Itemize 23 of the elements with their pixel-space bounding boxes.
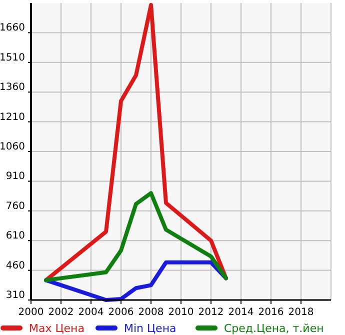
y-tick-label: 760	[6, 200, 25, 212]
x-tick-label: 2000	[18, 307, 44, 318]
x-tick-label: 2006	[108, 307, 134, 318]
x-tick-label: 2016	[258, 307, 284, 318]
y-tick-label: 310	[6, 290, 25, 301]
x-tick-label: 2012	[198, 307, 224, 318]
y-tick-label: 610	[6, 230, 25, 242]
x-tick-label: 2018	[288, 307, 314, 318]
x-tick-label: 2002	[48, 307, 74, 318]
x-tick-label: 2008	[138, 307, 164, 318]
legend-label: Сред.Цена, т.йен	[224, 322, 324, 335]
y-tick-label: 910	[6, 171, 25, 182]
y-tick-label: 1060	[0, 142, 25, 152]
x-tick-label: 2010	[168, 307, 194, 318]
x-tick-label: 2014	[228, 307, 254, 318]
y-tick-label: 1210	[0, 112, 25, 123]
x-tick-label: 2004	[78, 307, 104, 318]
legend-label: Max Цена	[29, 322, 84, 335]
y-tick-label: 1360	[0, 82, 25, 94]
y-tick-label: 460	[6, 260, 25, 272]
y-tick-label: 1510	[0, 52, 25, 64]
y-tick-label: 1660	[0, 22, 25, 34]
legend-label: Min Цена	[124, 322, 176, 335]
